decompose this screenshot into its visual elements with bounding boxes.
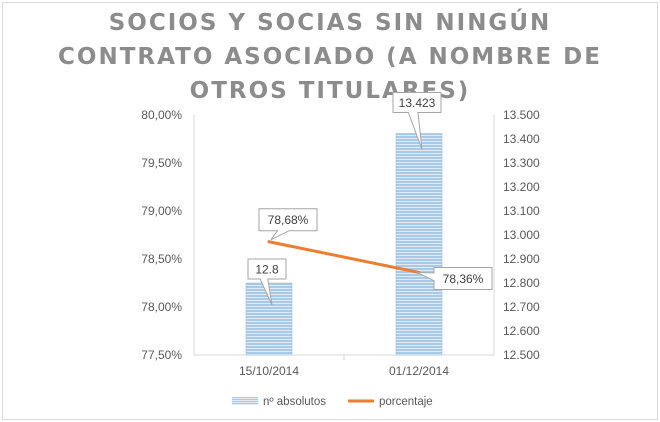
legend-label: nº absolutos [263,396,326,408]
legend-label: porcentaje [379,396,433,408]
line-data-label: 78,36% [416,266,493,290]
chart-title-line-1: SOCIOS Y SOCIAS SIN NINGÚN [108,10,552,36]
y-right-tick-label: 12.800 [503,276,540,290]
y-right-tick-label: 12.600 [503,324,540,338]
y-left-tick-label: 79,50% [141,156,182,170]
line-data-label-text: 78,36% [443,272,484,286]
y-left-tick-label: 78,00% [141,300,182,314]
x-tick-label: 15/10/2014 [239,364,299,378]
y-left-tick-label: 79,00% [141,204,182,218]
y-right-tick-label: 13.500 [503,108,540,122]
line-series-porcentaje [267,240,421,274]
bar-data-label-box [392,91,442,150]
line-data-label: 78,68% [258,208,318,241]
line-data-label-box [258,208,318,241]
y-left-tick-label: 77,50% [141,348,182,362]
chart-title-line-2: CONTRATO ASOCIADO (A NOMBRE DE [58,44,602,70]
y-right-tick-label: 13.100 [503,204,540,218]
bar-data-label-text: 12.8 [255,263,279,277]
x-tick-label: 01/12/2014 [389,364,449,378]
line-data-label-box [416,266,493,290]
y-left-tick-label: 78,50% [141,252,182,266]
line-data-label-text: 78,68% [268,213,309,227]
y-left-tick-label: 80,00% [141,108,182,122]
y-right-tick-label: 13.200 [503,180,540,194]
y-right-tick-label: 13.300 [503,156,540,170]
bar [395,133,443,356]
y-right-tick-label: 12.900 [503,252,540,266]
y-right-tick-label: 12.700 [503,300,540,314]
bar-data-label: 13.423 [392,91,442,150]
bar-data-label-text: 13.423 [399,96,436,110]
legend-swatch-bar [232,397,258,405]
bar-data-label: 12.8 [247,258,287,306]
y-right-tick-label: 13.000 [503,228,540,242]
bar-data-label-box [247,258,287,306]
y-right-tick-label: 13.400 [503,132,540,146]
y-right-tick-label: 12.500 [503,348,540,362]
line-point [267,240,271,244]
